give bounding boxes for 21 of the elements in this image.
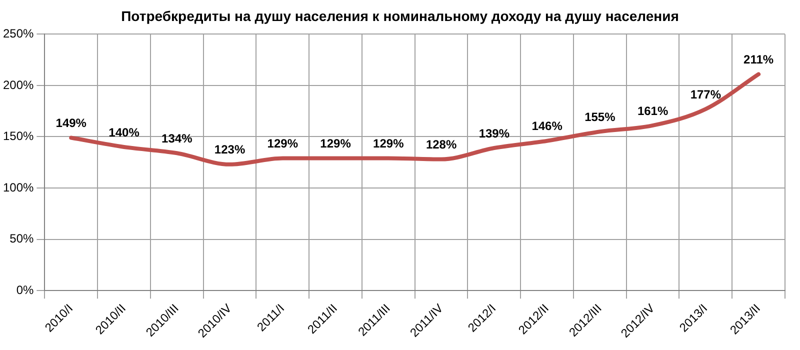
- data-label: 177%: [690, 87, 722, 102]
- y-tick-label: 250%: [2, 26, 34, 41]
- data-label: 123%: [214, 142, 246, 157]
- y-tick-label: 0%: [16, 282, 34, 297]
- data-label: 128%: [426, 138, 457, 152]
- chart-title: Потребкредиты на душу населения к номинальному доходу на душу населения: [120, 8, 680, 24]
- data-label: 149%: [56, 116, 87, 130]
- data-label: 161%: [637, 104, 668, 118]
- data-label: 139%: [478, 126, 510, 140]
- data-label: 146%: [532, 119, 563, 134]
- data-label: 140%: [108, 125, 140, 140]
- data-label: 129%: [267, 136, 298, 151]
- data-label: 134%: [162, 131, 193, 146]
- data-label: 129%: [373, 136, 404, 151]
- y-tick-label: 150%: [2, 129, 34, 144]
- y-tick-label: 50%: [10, 232, 34, 246]
- data-label: 211%: [744, 52, 774, 67]
- y-tick-label: 200%: [2, 78, 34, 92]
- data-label: 129%: [320, 136, 352, 151]
- data-label: 155%: [584, 110, 616, 124]
- y-tick-label: 100%: [2, 180, 34, 194]
